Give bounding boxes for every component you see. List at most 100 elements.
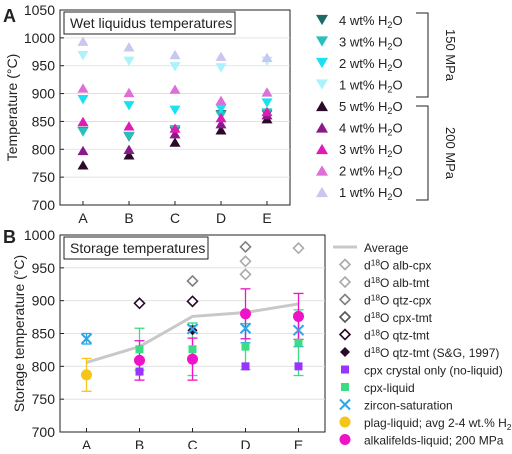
data-point-zircon-D-stroke-b: [239, 322, 252, 334]
data-point-grey_diamond-D: [239, 255, 252, 268]
legend-marker-dark_diamond: [338, 310, 352, 324]
legend-label: 4 wt% H2O: [339, 121, 403, 138]
data-point-mid_diamond-C: [186, 274, 199, 288]
data-point-cpx_crystal-D: [241, 362, 250, 371]
data-point-zircon-E-stroke-b: [292, 324, 305, 336]
legend-label: 2 wt% H2O: [339, 164, 403, 181]
data-point-grey_diamond-E: [292, 242, 305, 255]
data-point-purple_dark-C: [186, 295, 199, 308]
data-point-lavender-D: [215, 51, 227, 61]
bracket-200: [416, 105, 429, 201]
data-point-cyan_light-D: [215, 63, 227, 73]
legend-label: d18O qtz-cpx: [364, 293, 431, 308]
data-point-lavender-A: [77, 36, 89, 46]
legend-label: d18O alb-tmt: [364, 275, 430, 290]
data-point-cyan-C: [169, 105, 181, 115]
legend-marker-purple_dark: [340, 347, 350, 357]
data-point-purple-B: [123, 144, 135, 154]
data-point-alkali-C: [187, 353, 198, 365]
data-point-mid_diamond-D: [239, 240, 252, 253]
data-point-magenta-A: [77, 116, 89, 127]
y-tick-label: 1000: [24, 30, 55, 46]
y-tick-label: 900: [32, 86, 56, 102]
data-point-magenta_light-C: [169, 84, 181, 94]
data-point-cyan-B: [123, 101, 135, 111]
data-point-alkali-B: [134, 354, 145, 366]
legend-marker-lavender: [316, 186, 328, 198]
legend-marker-teal_dark: [316, 14, 328, 26]
legend-label: alkalifelds-liquid; 200 MPa: [364, 434, 504, 448]
legend-label: plag-liquid; avg 2-4 wt.% H2O: [364, 416, 512, 432]
y-axis-label: Storage temperature (°C): [11, 255, 27, 412]
data-point-cpx_liquid-C: [188, 345, 197, 354]
legend-marker-zircon-stroke-b: [339, 398, 351, 411]
x-tick-label: B: [124, 210, 133, 226]
data-point-purple-A: [77, 145, 89, 156]
x-tick-label: A: [78, 210, 88, 226]
chart-title: Wet liquidus temperatures: [70, 15, 232, 31]
data-point-zircon-A: [80, 333, 93, 345]
data-point-cpx_crystal-B: [135, 367, 144, 376]
data-point-cyan-E: [261, 98, 273, 108]
data-point-grey_diamond-D: [239, 268, 252, 281]
data-point-magenta-D: [215, 112, 227, 123]
legend-label: 3 wt% H2O: [339, 35, 403, 52]
data-point-cpx_liquid-D: [241, 342, 250, 351]
y-tick-label: 950: [32, 260, 56, 276]
data-point-teal-B: [123, 131, 135, 142]
legend-marker-purple_dark: [316, 100, 328, 112]
data-point-cyan_light-B: [123, 56, 135, 66]
legend-marker-magenta: [316, 143, 328, 155]
data-point-purple_dark-A: [77, 160, 89, 170]
legend-label: cpx-liquid: [364, 381, 415, 395]
average-line: [86, 302, 299, 364]
data-point-cpx_liquid-B: [135, 345, 144, 354]
data-point-zircon-C: [186, 323, 199, 335]
y-tick-label: 800: [32, 358, 56, 374]
data-point-alkali-D: [240, 308, 251, 320]
data-point-zircon-D: [239, 322, 252, 334]
legend-marker-cyan_light: [316, 79, 328, 90]
legend-marker-grey_diamond: [338, 275, 352, 289]
legend-marker-alkali: [339, 434, 351, 445]
y-tick-label: 800: [32, 141, 56, 157]
data-point-cpx_liquid-E: [294, 338, 303, 347]
data-point-magenta_light-D: [215, 95, 227, 105]
data-point-lavender-E: [261, 52, 273, 63]
data-point-magenta_light-B: [123, 87, 135, 98]
legend-marker-purple: [316, 122, 328, 133]
legend-label: 1 wt% H2O: [339, 185, 403, 202]
legend-label: 2 wt% H2O: [339, 56, 403, 73]
data-point-purple_dark-B: [133, 297, 146, 310]
bracket-150: [416, 12, 429, 98]
legend-marker-mid_diamond: [338, 293, 352, 306]
data-point-cyan-A: [77, 95, 89, 105]
legend-label: d18O cpx-tmt: [364, 310, 433, 325]
y-axis-label: Temperature (°C): [4, 54, 20, 162]
data-point-purple-D: [215, 118, 227, 129]
y-tick-label: 700: [32, 424, 56, 440]
chart-title-box: [63, 11, 236, 35]
y-tick-label: 750: [32, 169, 56, 185]
data-point-lavender-C: [169, 49, 181, 60]
y-tick-label: 750: [32, 391, 56, 407]
group-label-200: 200 MPa: [443, 127, 458, 180]
legend-label: 1 wt% H2O: [339, 78, 403, 95]
data-point-cyan_light-A: [77, 51, 89, 61]
y-tick-label: 950: [32, 58, 56, 74]
data-point-magenta_light-A: [77, 83, 89, 93]
x-tick-label: C: [187, 437, 197, 449]
x-tick-label: E: [294, 437, 303, 449]
legend-label: cpx crystal only (no-liquid): [364, 364, 503, 378]
legend-marker-cpx_liquid: [341, 383, 349, 391]
legend-marker-zircon: [339, 398, 351, 411]
legend-marker-purple_dark: [338, 328, 352, 341]
data-point-cyan-D: [215, 104, 227, 114]
y-tick-label: 1050: [24, 2, 55, 18]
legend-label: 5 wt% H2O: [339, 99, 403, 116]
legend-label: Average: [364, 241, 409, 255]
x-tick-label: E: [262, 210, 271, 226]
panel-label: A: [3, 6, 16, 26]
y-tick-label: 850: [32, 113, 56, 129]
